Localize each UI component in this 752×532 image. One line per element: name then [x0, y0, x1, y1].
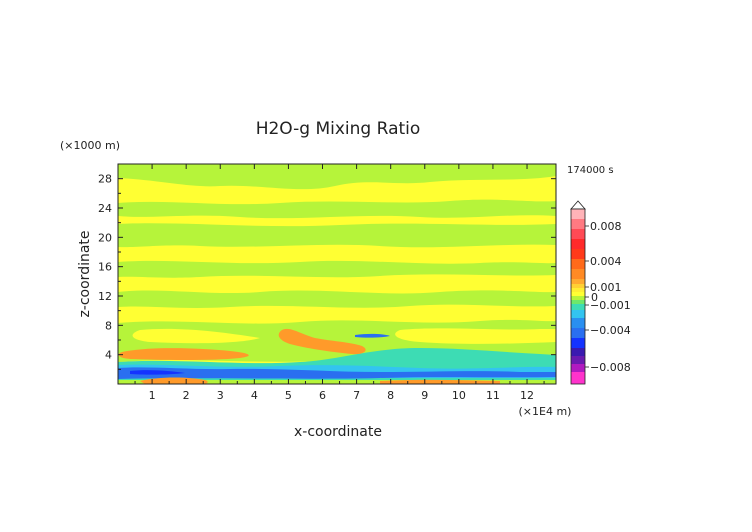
colorbar-label: 0	[591, 291, 598, 304]
orange-blob-left	[118, 348, 249, 360]
x-tick-label: 6	[319, 389, 326, 402]
colorbar-label: −0.004	[590, 324, 631, 337]
x-tick-label: 8	[387, 389, 394, 402]
x-tick-label: 12	[520, 389, 534, 402]
x-tick-label: 11	[486, 389, 500, 402]
orange-strip-bottom	[380, 379, 500, 384]
orange-blob-bottom	[140, 377, 208, 384]
x-tick-label: 3	[217, 389, 224, 402]
colorbar-label: −0.008	[590, 361, 631, 374]
y-tick-label: 16	[98, 261, 112, 274]
y-tick-label: 20	[98, 231, 112, 244]
plot-area	[118, 164, 556, 384]
chart-title: H2O-g Mixing Ratio	[256, 119, 421, 139]
x-axis-label: x-coordinate	[294, 424, 382, 440]
yellow-island-a	[132, 328, 260, 344]
green-band-16	[118, 260, 556, 278]
orange-blob-center	[278, 328, 366, 355]
x-unit-label: (×1E4 m)	[519, 405, 572, 418]
colorbar-label: 0.004	[590, 255, 622, 268]
y-tick-label: 8	[105, 319, 112, 332]
green-band-20	[118, 223, 556, 248]
x-tick-label: 9	[421, 389, 428, 402]
colorbar-label: −0.001	[590, 299, 631, 312]
x-axis: 1 2 3 4 5 6 7 8 9 10 11 12	[134, 164, 545, 402]
dark-blue-core	[130, 370, 185, 375]
x-tick-label: 7	[353, 389, 360, 402]
x-tick-label: 4	[251, 389, 258, 402]
time-label: 174000 s	[567, 165, 614, 176]
y-axis-label: z-coordinate	[77, 230, 93, 317]
green-band-top	[118, 164, 556, 190]
y-tick-label: 24	[98, 202, 112, 215]
y-axis: 4 8 12 16 20 24 28	[98, 163, 556, 370]
y-unit-label: (×1000 m)	[60, 139, 120, 152]
colorbar	[570, 200, 586, 385]
colorbar-label: 0.008	[590, 220, 622, 233]
colorbar-label: 0.001	[590, 281, 622, 294]
x-tick-label: 2	[183, 389, 190, 402]
y-tick-label: 12	[98, 290, 112, 303]
green-band-22	[118, 199, 556, 219]
blue-spot	[355, 333, 390, 338]
y-tick-label: 4	[105, 349, 112, 362]
x-tick-label: 1	[149, 389, 156, 402]
plot-frame	[117, 163, 557, 385]
yellow-island-b	[395, 328, 556, 344]
green-band-12	[118, 290, 556, 308]
y-tick-label: 28	[98, 173, 112, 186]
x-tick-label: 5	[285, 389, 292, 402]
colorbar-arrow	[570, 200, 586, 210]
x-tick-label: 10	[452, 389, 466, 402]
blue-layer	[118, 367, 556, 379]
